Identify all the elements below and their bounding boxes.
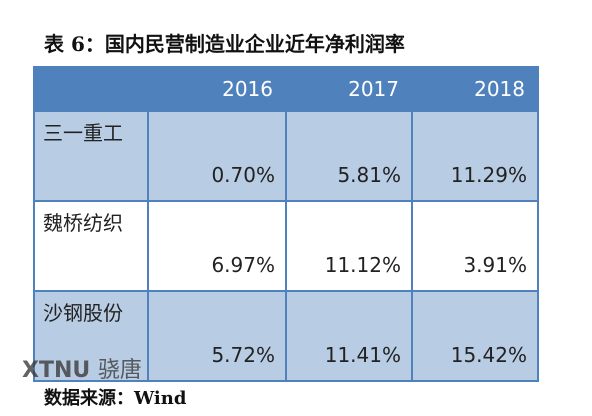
column-header: 2016 (147, 66, 287, 112)
watermark-name: 骁唐 (97, 358, 142, 383)
value-cell: 15.42% (411, 290, 539, 382)
value-cell: 5.81% (285, 110, 413, 202)
value-cell: 11.12% (285, 200, 413, 292)
company-cell: 沙钢股份 (33, 290, 149, 382)
watermark: XTNU 骁唐 (22, 352, 142, 384)
table-row: 魏桥纺织 6.97% 11.12% 3.91% (33, 200, 539, 292)
value-cell: 5.72% (147, 290, 287, 382)
corner-cell (33, 66, 149, 112)
watermark-logo: XTNU (22, 358, 91, 383)
value-cell: 11.29% (411, 110, 539, 202)
value-cell: 3.91% (411, 200, 539, 292)
table-row: 沙钢股份 5.72% 11.41% 15.42% (33, 290, 539, 382)
company-cell: 魏桥纺织 (33, 200, 149, 292)
value-cell: 6.97% (147, 200, 287, 292)
value-cell: 11.41% (285, 290, 413, 382)
table-row: 三一重工 0.70% 5.81% 11.29% (33, 110, 539, 202)
header-row: 2016 2017 2018 (33, 66, 539, 112)
source: 数据来源：Wind (44, 388, 187, 409)
column-header: 2018 (411, 66, 539, 112)
value-cell: 0.70% (147, 110, 287, 202)
table: 2016 2017 2018 三一重工 0.70% 5.81% 11.29% 魏桥纺织 6… (33, 66, 539, 382)
title: 表 6：国内民营制造业企业近年净利润率 (44, 32, 405, 56)
column-header: 2017 (285, 66, 413, 112)
company-cell: 三一重工 (33, 110, 149, 202)
